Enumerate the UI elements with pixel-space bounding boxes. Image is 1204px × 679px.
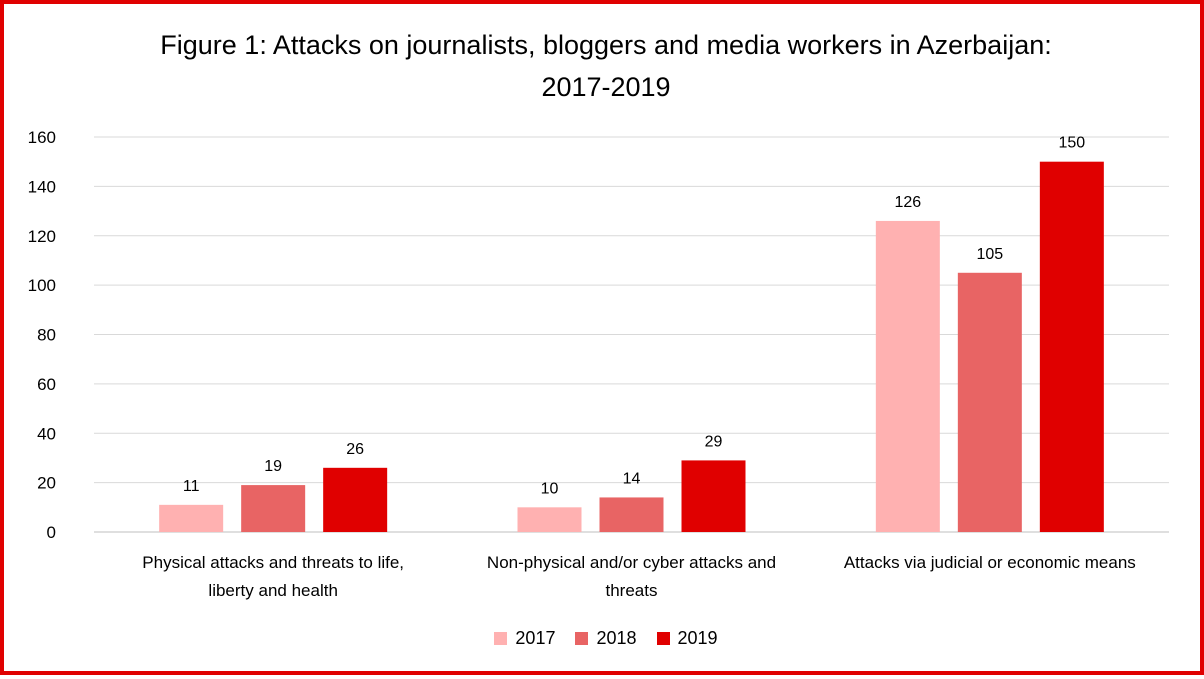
y-tick-label-60: 60 bbox=[37, 375, 56, 394]
bar-2019-cat-0 bbox=[323, 467, 388, 532]
legend-label-2019: 2019 bbox=[677, 628, 718, 648]
data-label-2018-cat-1: 14 bbox=[623, 470, 641, 487]
bar-2017-cat-0 bbox=[159, 504, 224, 532]
chart-title-line-2: 2017-2019 bbox=[541, 72, 671, 102]
category-label-0-line-1: liberty and health bbox=[208, 581, 337, 600]
y-tick-label-40: 40 bbox=[37, 424, 56, 443]
y-tick-label-160: 160 bbox=[28, 128, 56, 147]
legend-label-2018: 2018 bbox=[596, 628, 637, 648]
category-label-2-line-0: Attacks via judicial or economic means bbox=[844, 553, 1136, 572]
data-label-2018-cat-0: 19 bbox=[264, 458, 282, 475]
legend-item-2019: 2019 bbox=[656, 628, 718, 649]
data-label-2017-cat-2: 126 bbox=[894, 194, 921, 211]
legend-label-2017: 2017 bbox=[515, 628, 556, 648]
data-label-2018-cat-2: 105 bbox=[976, 246, 1003, 263]
data-label-2019-cat-0: 26 bbox=[346, 441, 364, 458]
data-label-2017-cat-1: 10 bbox=[541, 480, 559, 497]
category-label-1-line-0: Non-physical and/or cyber attacks and bbox=[487, 553, 776, 572]
y-tick-label-100: 100 bbox=[28, 276, 56, 295]
data-label-2019-cat-1: 29 bbox=[705, 433, 723, 450]
bar-2017-cat-2 bbox=[875, 220, 940, 532]
chart-title: Figure 1: Attacks on journalists, blogge… bbox=[4, 24, 1204, 108]
y-tick-label-140: 140 bbox=[28, 177, 56, 196]
legend: 2017 2018 2019 bbox=[4, 628, 1204, 649]
category-label-1-line-1: threats bbox=[606, 581, 658, 600]
bar-2018-cat-0 bbox=[241, 485, 306, 532]
data-label-2017-cat-0: 11 bbox=[183, 478, 200, 495]
bar-chart: 0 20 40 60 80 100 120 140 160 11 19 26 Physical atta… bbox=[28, 128, 1169, 600]
category-label-0-line-0: Physical attacks and threats to life, bbox=[142, 553, 404, 572]
bar-2019-cat-1 bbox=[681, 460, 746, 532]
legend-item-2018: 2018 bbox=[575, 628, 637, 649]
y-tick-label-80: 80 bbox=[37, 326, 56, 345]
legend-swatch-2017 bbox=[494, 632, 508, 645]
bar-2019-cat-2 bbox=[1039, 161, 1104, 532]
y-tick-label-120: 120 bbox=[28, 227, 56, 246]
bar-2018-cat-2 bbox=[957, 272, 1022, 532]
bar-2017-cat-1 bbox=[517, 507, 582, 532]
bar-2018-cat-1 bbox=[599, 497, 664, 532]
legend-swatch-2018 bbox=[575, 632, 589, 645]
chart-title-line-1: Figure 1: Attacks on journalists, blogge… bbox=[160, 30, 1052, 60]
data-label-2019-cat-2: 150 bbox=[1058, 135, 1085, 152]
y-tick-label-0: 0 bbox=[47, 523, 56, 542]
legend-swatch-2019 bbox=[656, 632, 670, 645]
legend-item-2017: 2017 bbox=[494, 628, 555, 649]
y-tick-label-20: 20 bbox=[37, 474, 56, 493]
